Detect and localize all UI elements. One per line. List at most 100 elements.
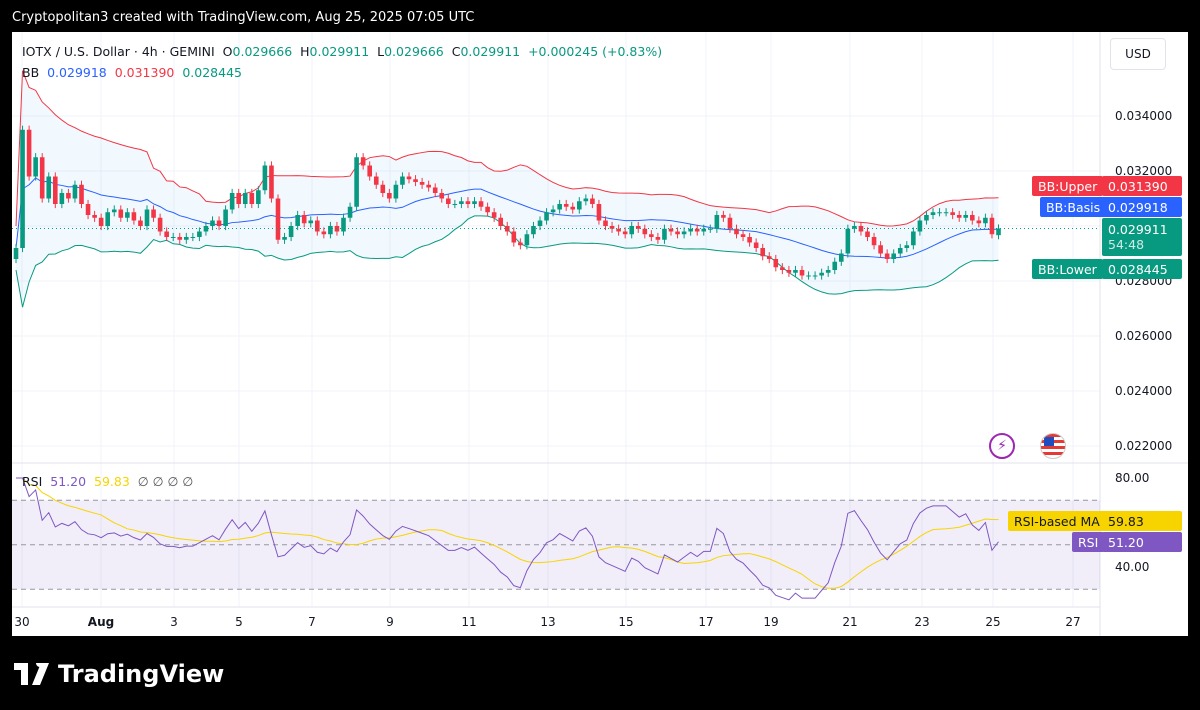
candle-body xyxy=(655,237,661,240)
candle-body xyxy=(911,231,916,246)
candle-body xyxy=(262,165,268,191)
candle-body xyxy=(799,270,805,276)
candle-body xyxy=(380,184,386,193)
candle-body xyxy=(773,259,779,268)
candle-body xyxy=(819,272,824,276)
tradingview-logo[interactable]: TradingView xyxy=(14,660,224,688)
candle-body xyxy=(367,165,372,177)
candle-body xyxy=(727,217,733,229)
open-label: O xyxy=(222,44,233,59)
candle-body xyxy=(675,231,680,235)
bb-lower-value: 0.028445 xyxy=(182,65,242,80)
candle-body xyxy=(943,212,949,214)
candle-body xyxy=(203,226,209,232)
candle-body xyxy=(524,234,530,246)
candle-body xyxy=(157,217,163,232)
candle-body xyxy=(583,198,589,202)
candle-body xyxy=(485,206,490,213)
candle-body xyxy=(681,231,687,235)
candle-body xyxy=(341,217,346,232)
candle-body xyxy=(891,253,896,259)
candle-body xyxy=(98,217,104,226)
candle-body xyxy=(131,212,137,221)
candle-body xyxy=(563,204,569,207)
candle-body xyxy=(223,209,228,226)
candle-body xyxy=(544,212,549,221)
rsi-tag-label: RSI xyxy=(1072,532,1105,552)
bb-legend[interactable]: BB 0.029918 0.031390 0.028445 xyxy=(22,65,242,80)
rsi-ma-line xyxy=(16,477,999,589)
last-price-tag: 0.029911 54:48 xyxy=(1102,218,1182,256)
currency-button[interactable]: USD xyxy=(1110,38,1166,70)
price-tick-label: 0.026000 xyxy=(1115,329,1172,343)
time-tick-label: 3 xyxy=(170,615,178,629)
open-value: 0.029666 xyxy=(232,44,293,59)
candle-body xyxy=(537,220,543,226)
candle-body xyxy=(79,184,84,204)
candle-body xyxy=(694,228,700,232)
bb-fill xyxy=(16,70,999,308)
lightning-icon[interactable]: ⚡ xyxy=(989,433,1015,459)
bb-upper-tag: 0.031390 xyxy=(1102,176,1182,196)
candle-body xyxy=(865,231,870,237)
candle-body xyxy=(557,204,562,210)
candle-body xyxy=(301,215,307,224)
candle-body xyxy=(354,157,359,207)
price-tick-label: 0.034000 xyxy=(1115,109,1172,123)
last-price: 0.029911 xyxy=(1108,222,1168,237)
candle-body xyxy=(478,201,484,207)
candle-body xyxy=(721,215,726,218)
candle-body xyxy=(393,184,399,199)
us-flag-icon[interactable] xyxy=(1040,433,1066,459)
candle-body xyxy=(197,231,202,237)
candle-body xyxy=(315,220,320,232)
bb-upper-value: 0.031390 xyxy=(114,65,175,80)
bb-basis-tag: 0.029918 xyxy=(1102,197,1182,217)
candle-body xyxy=(472,201,477,204)
candle-body xyxy=(924,215,929,221)
candle-body xyxy=(976,220,982,224)
candle-body xyxy=(46,176,52,199)
bb-label: BB xyxy=(22,65,40,80)
candle-body xyxy=(871,237,877,246)
candle-body xyxy=(432,187,438,193)
candle-body xyxy=(249,193,255,204)
time-tick-label: 25 xyxy=(985,615,1000,629)
candle-body xyxy=(852,226,857,229)
candle-body xyxy=(400,176,405,185)
candle-body xyxy=(275,198,281,240)
price-tick-label: 0.032000 xyxy=(1115,164,1172,178)
rsi-ma-tag-label: RSI-based MA xyxy=(1008,511,1106,531)
candle-body xyxy=(740,234,746,237)
bb-upper-tag-label: BB:Upper xyxy=(1032,176,1104,196)
candle-body xyxy=(66,193,71,199)
low-label: L xyxy=(377,44,385,59)
rsi-tag: 51.20 xyxy=(1102,532,1182,552)
candle-body xyxy=(786,270,792,273)
candle-body xyxy=(387,193,392,199)
candle-body xyxy=(937,212,942,214)
rsi-extra-values: ∅ ∅ ∅ ∅ xyxy=(137,474,194,489)
candle-body xyxy=(701,228,707,232)
time-tick-label: Aug xyxy=(88,615,114,629)
candle-body xyxy=(714,215,720,229)
candle-body xyxy=(419,182,425,185)
candle-body xyxy=(825,270,831,273)
candle-body xyxy=(956,215,962,218)
candle-body xyxy=(256,190,261,204)
candle-body xyxy=(328,226,333,235)
candle-body xyxy=(426,184,431,188)
symbol-name[interactable]: IOTX / U.S. Dollar · 4h · GEMINI xyxy=(22,44,215,59)
candle-body xyxy=(295,215,300,226)
candle-body xyxy=(465,201,471,204)
candle-body xyxy=(590,198,595,204)
candle-body xyxy=(406,176,412,180)
chart-panel[interactable]: 0.034000 0.032000 0.028000 0.026000 0.024000… xyxy=(12,32,1188,636)
candle-body xyxy=(59,193,65,204)
candle-body xyxy=(766,256,772,259)
candle-body xyxy=(504,226,510,232)
rsi-legend[interactable]: RSI 51.20 59.83 ∅ ∅ ∅ ∅ xyxy=(22,474,193,489)
candle-body xyxy=(917,220,923,232)
candle-body xyxy=(904,245,910,248)
chart-canvas[interactable]: 0.0340000.0320000.0280000.0260000.024000… xyxy=(12,32,1188,636)
